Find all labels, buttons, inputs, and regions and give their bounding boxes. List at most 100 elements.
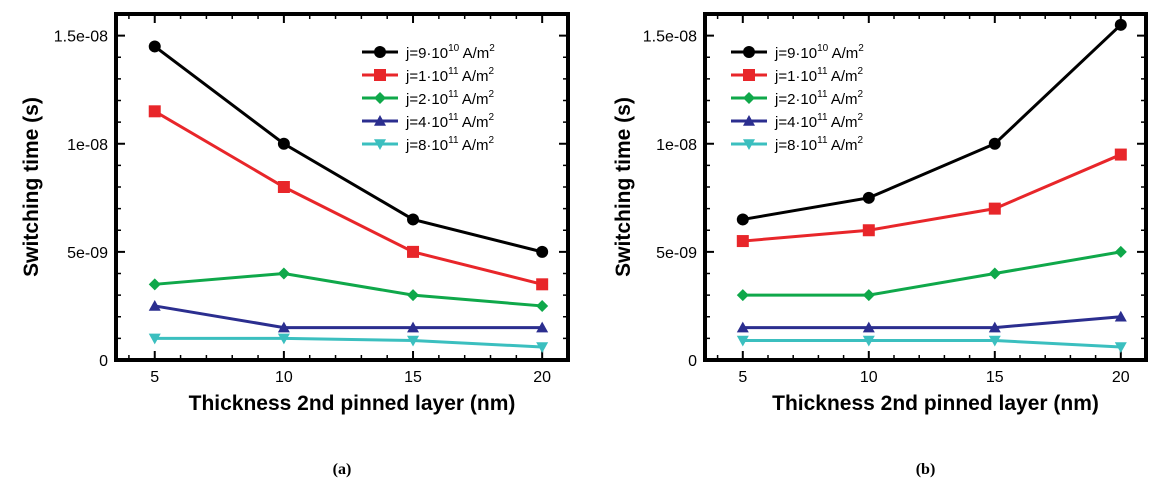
data-point: [277, 333, 290, 345]
data-point: [407, 335, 420, 347]
y-tick-label: 1e-08: [656, 137, 697, 154]
plot-frame: [703, 12, 1148, 362]
legend-label: j=4·1011 A/m2: [405, 112, 495, 131]
data-point: [736, 321, 749, 333]
x-tick-label: 10: [275, 369, 293, 386]
series-4: [148, 299, 549, 333]
legend-marker: [743, 139, 755, 150]
legend-item: j=2·1011 A/m2: [362, 89, 495, 108]
legend-label: j=9·1010 A/m2: [774, 43, 864, 62]
legend-item: j=4·1011 A/m2: [731, 112, 864, 131]
data-point: [736, 235, 749, 248]
series-3: [736, 245, 1127, 302]
x-tick-label: 10: [860, 369, 878, 386]
data-point: [736, 335, 749, 347]
data-point: [988, 335, 1001, 347]
series-5: [148, 333, 549, 354]
data-point: [1114, 18, 1127, 31]
x-tick-label: 15: [986, 369, 1004, 386]
legend-marker: [374, 92, 386, 104]
legend-label: j=2·1011 A/m2: [774, 89, 864, 108]
y-tick-label: 0: [99, 353, 108, 370]
data-point: [277, 181, 290, 193]
legend-marker: [374, 46, 386, 58]
legend-label: j=1·1011 A/m2: [774, 66, 864, 85]
legend-item: j=1·1011 A/m2: [731, 66, 864, 85]
legend-item: j=4·1011 A/m2: [362, 112, 495, 131]
data-point: [1114, 148, 1127, 161]
legend-label: j=1·1011 A/m2: [405, 66, 495, 85]
y-tick-label: 1e-08: [67, 137, 108, 154]
data-point: [862, 289, 875, 302]
series-line: [154, 304, 543, 330]
data-point: [536, 245, 549, 258]
x-tick-label: 20: [1112, 369, 1130, 386]
plot-frame: [114, 12, 570, 362]
data-point: [407, 321, 420, 333]
y-tick-label: 5e-09: [67, 245, 108, 262]
legend-label: j=8·1011 A/m2: [774, 135, 864, 154]
y-tick-label: 5e-09: [656, 245, 697, 262]
x-tick-label: 5: [738, 369, 747, 386]
legend-label: j=4·1011 A/m2: [774, 112, 864, 131]
series-2: [148, 105, 549, 291]
panel-caption: (a): [333, 461, 352, 478]
data-point: [277, 137, 290, 150]
data-point: [1114, 310, 1127, 322]
data-point: [407, 245, 420, 258]
data-point: [407, 213, 420, 226]
series-line: [742, 339, 1121, 349]
series-line: [153, 110, 543, 286]
data-point: [736, 213, 749, 226]
legend: j=9·1010 A/m2 j=1·1011 A/m2 j=2·1011 A/m2 j…: [362, 43, 495, 154]
data-point: [862, 191, 875, 204]
x-tick-label: 15: [404, 369, 422, 386]
legend-marker: [743, 115, 755, 126]
data-point: [536, 299, 549, 312]
legend-item: j=8·1011 A/m2: [731, 135, 864, 154]
data-point: [277, 321, 290, 333]
x-axis-label: Thickness 2nd pinned layer (nm): [772, 392, 1099, 415]
data-point: [148, 40, 161, 53]
series-line: [154, 271, 543, 308]
series-1: [736, 18, 1127, 226]
legend-marker: [374, 139, 386, 150]
legend-label: j=8·1011 A/m2: [405, 135, 495, 154]
panel-caption: (b): [916, 461, 936, 478]
legend-marker: [374, 115, 386, 126]
legend-label: j=2·1011 A/m2: [405, 89, 495, 108]
legend-marker: [743, 92, 755, 104]
legend-marker: [743, 69, 755, 81]
data-point: [536, 342, 549, 354]
data-point: [148, 333, 161, 345]
data-point: [148, 105, 161, 118]
data-point: [407, 289, 420, 302]
y-tick-label: 1.5e-08: [54, 29, 108, 46]
data-point: [862, 321, 875, 333]
data-point: [148, 299, 161, 311]
series-line: [742, 153, 1122, 243]
y-axis-label: Switching time (s): [20, 97, 43, 277]
y-tick-label: 0: [688, 353, 697, 370]
legend-item: j=2·1011 A/m2: [731, 89, 864, 108]
x-axis-label: Thickness 2nd pinned layer (nm): [189, 392, 516, 415]
series-line: [742, 23, 1122, 221]
series-2: [736, 148, 1127, 248]
data-point: [1114, 245, 1127, 258]
data-point: [862, 335, 875, 347]
series-4: [736, 310, 1127, 333]
legend: j=9·1010 A/m2 j=1·1011 A/m2 j=2·1011 A/m2 j…: [731, 43, 864, 154]
series-1: [148, 40, 549, 258]
data-point: [988, 202, 1001, 215]
data-point: [988, 137, 1001, 150]
series-3: [148, 267, 549, 312]
legend-item: j=8·1011 A/m2: [362, 135, 495, 154]
series-line: [742, 315, 1121, 330]
legend-marker: [743, 46, 755, 58]
data-point: [736, 289, 749, 302]
legend-marker: [374, 69, 386, 81]
data-point: [988, 267, 1001, 280]
